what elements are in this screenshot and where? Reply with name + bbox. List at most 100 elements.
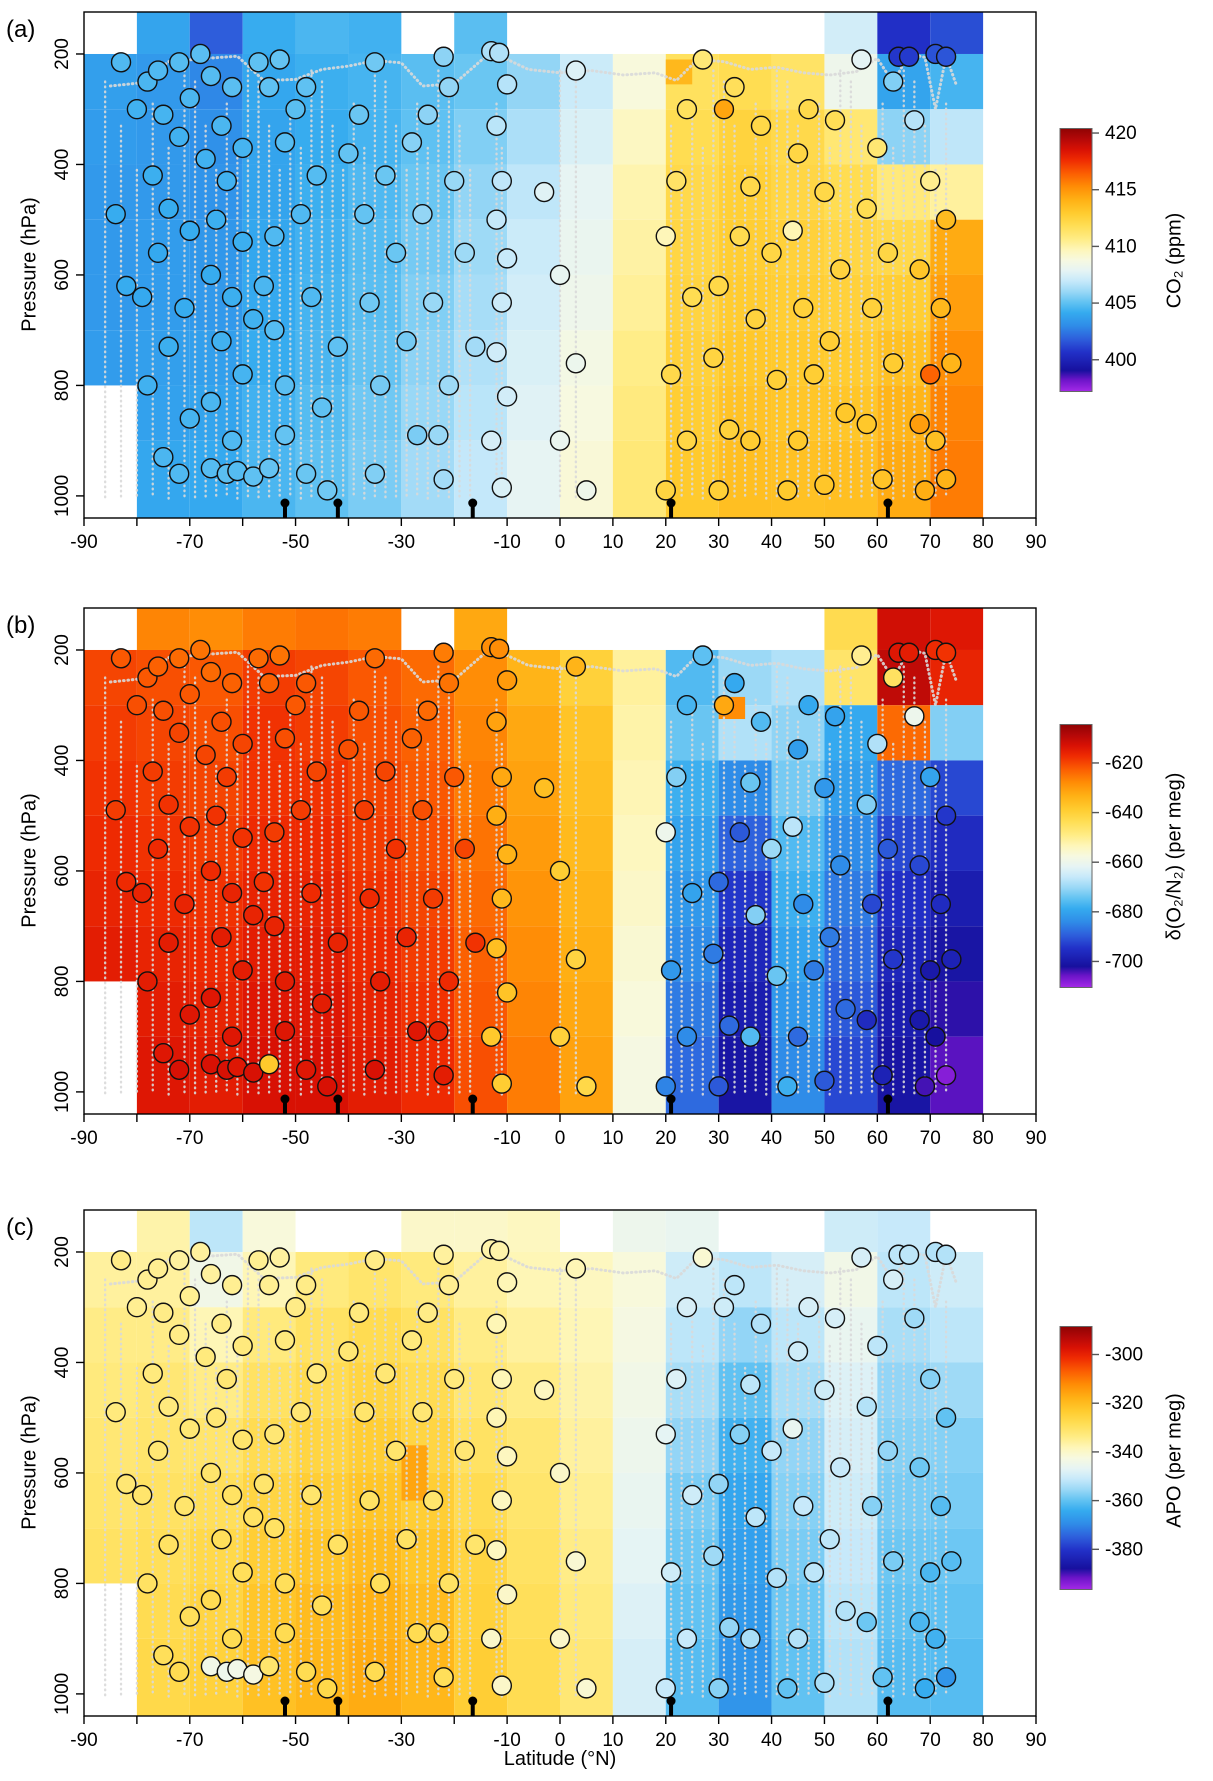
data-point bbox=[179, 816, 200, 837]
data-point bbox=[168, 1059, 190, 1081]
data-point bbox=[655, 226, 676, 247]
data-point bbox=[385, 838, 407, 860]
data-point bbox=[444, 1368, 465, 1390]
data-point bbox=[549, 860, 571, 882]
data-point bbox=[407, 1622, 428, 1644]
heatmap-cell bbox=[84, 1528, 137, 1584]
heatmap-a bbox=[84, 12, 984, 518]
data-point bbox=[486, 805, 507, 826]
data-point bbox=[401, 132, 423, 153]
x-tick-label: -30 bbox=[388, 532, 415, 553]
heatmap-cell bbox=[877, 12, 931, 54]
colorbar-tick-label: 420 bbox=[1105, 123, 1137, 144]
heatmap-cell bbox=[507, 1036, 560, 1114]
data-point bbox=[883, 1551, 904, 1572]
heatmap-cell bbox=[718, 926, 772, 982]
data-point bbox=[158, 932, 179, 953]
heatmap-cell bbox=[930, 760, 984, 816]
x-axis-a: -90 -70 -50 -30 -10 0 10 20 30 40 50 60 70 80 90 bbox=[70, 518, 1047, 553]
data-point bbox=[179, 87, 200, 109]
heatmap-cell bbox=[84, 330, 137, 386]
ground-marker bbox=[883, 1094, 893, 1104]
ground-marker bbox=[280, 1696, 290, 1706]
data-point bbox=[433, 1244, 454, 1265]
x-tick-label: 0 bbox=[555, 1730, 566, 1751]
data-point bbox=[930, 893, 951, 915]
ground-marker bbox=[470, 1101, 475, 1114]
data-point bbox=[438, 971, 460, 992]
ground-marker bbox=[885, 1703, 890, 1716]
data-point bbox=[549, 430, 571, 451]
data-point bbox=[576, 480, 597, 501]
x-tick-label: 30 bbox=[708, 1128, 729, 1149]
x-axis-c: -90 -70 -50 -30 -10 0 10 20 30 40 50 60 70 80 90 bbox=[70, 1716, 1047, 1751]
data-point bbox=[396, 927, 417, 948]
data-point bbox=[168, 1324, 190, 1346]
heatmap-cell bbox=[612, 1583, 666, 1639]
data-point bbox=[692, 1247, 713, 1268]
data-point bbox=[491, 888, 513, 909]
colorbar-tick-label: -700 bbox=[1105, 951, 1143, 972]
data-point bbox=[433, 1065, 454, 1086]
data-point bbox=[211, 1529, 232, 1550]
y-tick-label: 600 bbox=[52, 1457, 73, 1489]
data-point bbox=[798, 1297, 819, 1318]
heatmap-cell bbox=[242, 12, 296, 54]
data-point bbox=[290, 799, 312, 821]
heatmap-cell bbox=[560, 1036, 613, 1114]
data-point bbox=[814, 1379, 835, 1401]
data-point bbox=[496, 386, 518, 407]
data-point bbox=[486, 342, 507, 363]
data-point bbox=[179, 220, 200, 241]
data-point bbox=[766, 965, 788, 987]
data-point bbox=[364, 1059, 386, 1081]
data-point bbox=[488, 42, 510, 64]
y-tick-label: 1000 bbox=[52, 475, 73, 517]
data-point bbox=[407, 1020, 428, 1042]
heatmap-cell bbox=[930, 705, 984, 761]
data-point bbox=[258, 1656, 280, 1677]
ground-marker bbox=[333, 1696, 343, 1706]
heatmap-cell bbox=[930, 815, 984, 871]
data-point bbox=[206, 1407, 227, 1428]
data-point bbox=[253, 871, 275, 893]
x-tick-label: -90 bbox=[70, 532, 97, 553]
data-point bbox=[729, 822, 751, 843]
data-point bbox=[190, 639, 211, 661]
x-tick-label: 70 bbox=[920, 1128, 941, 1149]
data-point bbox=[877, 242, 899, 264]
data-point bbox=[782, 220, 803, 241]
data-point bbox=[168, 722, 190, 744]
data-point bbox=[147, 242, 169, 264]
data-point bbox=[190, 43, 211, 65]
ground-marker bbox=[282, 1703, 287, 1716]
data-point bbox=[274, 728, 296, 749]
y-tick-label: 200 bbox=[52, 38, 73, 70]
data-point bbox=[935, 1244, 957, 1265]
data-point bbox=[856, 794, 877, 815]
data-point bbox=[724, 672, 745, 694]
data-point bbox=[745, 904, 766, 926]
data-point bbox=[211, 331, 232, 352]
data-point bbox=[819, 1529, 840, 1550]
data-point bbox=[200, 1589, 222, 1611]
data-point bbox=[914, 480, 936, 501]
data-point bbox=[676, 99, 698, 120]
data-point bbox=[285, 99, 306, 120]
x-tick-label: -10 bbox=[493, 1730, 520, 1751]
ground-markers-b bbox=[280, 1094, 893, 1114]
data-point bbox=[221, 672, 243, 694]
data-point bbox=[655, 480, 676, 501]
data-point bbox=[898, 46, 920, 67]
data-point bbox=[131, 286, 153, 308]
data-point bbox=[713, 99, 735, 120]
data-point bbox=[248, 1250, 269, 1271]
data-point bbox=[105, 203, 126, 225]
data-point bbox=[465, 932, 486, 953]
data-point bbox=[935, 642, 957, 663]
data-point bbox=[883, 1269, 904, 1290]
data-point bbox=[232, 827, 253, 848]
x-tick-label: 50 bbox=[814, 1128, 835, 1149]
colorbar-gradient bbox=[1059, 724, 1093, 988]
heatmap-cell bbox=[718, 330, 772, 386]
